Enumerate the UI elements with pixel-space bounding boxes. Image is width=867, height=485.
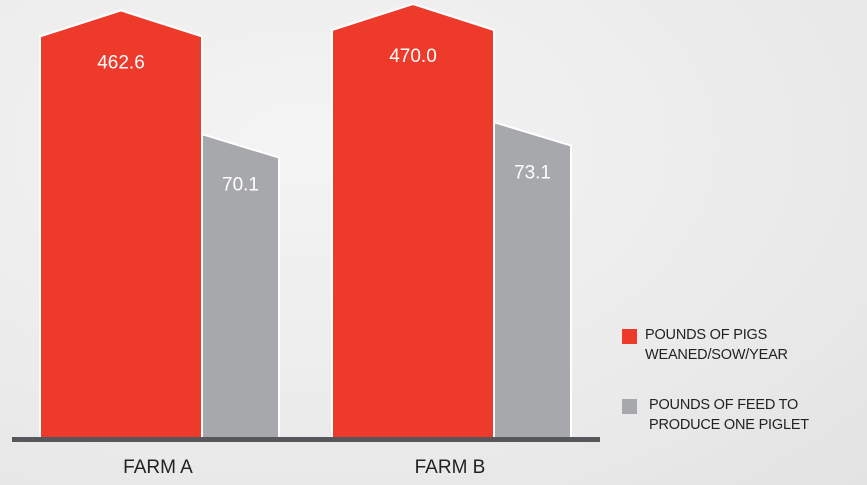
data-label-feed-per-piglet: 70.1	[222, 175, 259, 196]
x-axis-baseline	[12, 437, 600, 442]
legend-swatch-gray	[622, 399, 637, 414]
legend-label: POUNDS OF FEED TO PRODUCE ONE PIGLET	[649, 395, 867, 435]
legend-item-pigs-weaned: POUNDS OF PIGS WEANED/SOW/YEAR	[622, 325, 867, 373]
x-tick-label: FARM A	[123, 457, 193, 478]
legend: POUNDS OF PIGS WEANED/SOW/YEAR POUNDS OF…	[622, 325, 867, 465]
data-label-pigs-weaned: 470.0	[389, 46, 437, 67]
bar-pigs-weaned	[39, 9, 203, 439]
bar-pigs-weaned	[331, 2, 495, 439]
legend-label-line: WEANED/SOW/YEAR	[645, 347, 788, 363]
legend-item-feed-per-piglet: POUNDS OF FEED TO PRODUCE ONE PIGLET	[622, 395, 867, 443]
labels-layer: 462.6 70.1 FARM A 470.0 73.1 FARM B	[97, 46, 551, 478]
legend-label: POUNDS OF PIGS WEANED/SOW/YEAR	[645, 325, 867, 365]
legend-label-line: POUNDS OF FEED TO	[649, 397, 799, 413]
data-label-feed-per-piglet: 73.1	[514, 163, 551, 184]
data-label-pigs-weaned: 462.6	[97, 52, 145, 73]
x-tick-label: FARM B	[415, 457, 486, 478]
legend-swatch-red	[622, 329, 637, 344]
legend-label-line: PRODUCE ONE PIGLET	[649, 417, 809, 433]
legend-label-line: POUNDS OF PIGS	[645, 327, 768, 343]
